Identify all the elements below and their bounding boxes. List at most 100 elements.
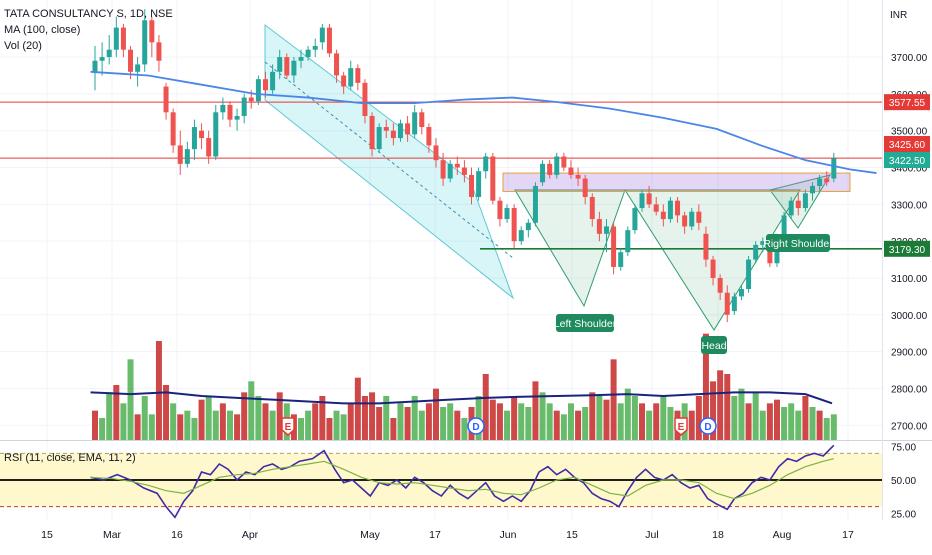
candle-body [547,163,553,175]
volume-bar [212,410,219,440]
candle-body [412,112,418,135]
candle-body [753,244,759,260]
volume-bar [361,396,368,440]
candle-body [419,112,425,128]
volume-bar [766,403,773,440]
currency-label: INR [890,10,908,21]
candle-body [206,138,212,157]
event-marker-label: E [678,422,685,433]
candle-body [284,57,290,76]
volume-bar [461,418,468,440]
drawings [0,23,882,331]
price-tick-label: 3100.00 [891,274,928,285]
price-tick-label: 2800.00 [891,384,928,395]
price-tick-label: 2700.00 [891,421,928,432]
candle-body [92,60,98,72]
volume-bar [788,403,795,440]
volume-bar [191,418,198,440]
candle-body [255,79,261,102]
candle-body [596,219,602,234]
volume-indicator-label[interactable]: Vol (20) [4,40,42,52]
candle-body [689,211,695,227]
candle-body [746,259,752,290]
price-tag-label: 3577.55 [889,98,926,109]
volume-bar [717,370,724,440]
volume-bar [511,396,518,440]
candle-body [469,174,475,197]
time-tick-label: 17 [429,529,441,541]
price-tag [884,152,930,168]
candle-body [440,160,446,179]
volume-bar [781,407,788,440]
volume-bar [177,414,184,440]
candle-body [135,64,141,72]
volume-bar [447,403,454,440]
candle-body [113,27,119,50]
candle-body [760,241,766,245]
candle-body [305,49,311,58]
candle-body [781,215,787,238]
candle-body [120,27,126,50]
time-tick-label: Apr [242,529,259,541]
pattern-label-box [701,336,727,354]
volume-bar [376,407,383,440]
candle-body [582,178,588,197]
candle-body [639,193,645,209]
volume-bar [610,359,617,440]
volume-bar [432,388,439,440]
volume-bar [113,385,120,440]
price-tag-label: 3422.50 [889,156,926,167]
candle-body [675,200,681,216]
candle-body [334,53,340,76]
candle-body [618,252,624,267]
neckline-zone [502,172,851,192]
candle-body [703,233,709,260]
candle-body [717,277,723,293]
pattern-label-box [766,234,830,252]
volume-bar [482,374,489,440]
symbol-title[interactable]: TATA CONSULTANCY S, 1D, NSE [4,8,173,20]
volume-bar [489,399,496,440]
volume-bar [688,410,695,440]
volume-bar [809,407,816,440]
volume-bar [134,414,141,440]
chart-legend: TATA CONSULTANCY S, 1D, NSE MA (100, clo… [4,6,173,54]
candle-body [476,171,482,197]
candle-body [142,20,148,65]
ma-indicator-label[interactable]: MA (100, close) [4,24,81,36]
candle-body [767,241,773,264]
rsi-tick-label: 25.00 [891,509,916,520]
volume-bar [496,403,503,440]
candle-body [682,215,688,227]
volume-bar [170,403,177,440]
rsi-indicator-label[interactable]: RSI (11, close, EMA, 11, 2) [4,452,136,464]
rsi-tick-label: 50.00 [891,476,916,487]
candle-body [248,97,254,102]
event-marker-label: D [472,422,479,433]
candle-body [241,97,247,116]
price-tick-label: 3700.00 [891,53,928,64]
volume-bar [234,414,241,440]
volume-bar [347,403,354,440]
volume-bar [404,407,411,440]
price-tick-label: 2900.00 [891,348,928,359]
volume-bar [397,403,404,440]
price-tick-label: 3300.00 [891,200,928,211]
volume-bar [276,392,283,440]
candle-body [831,158,837,179]
time-tick-label: Aug [773,529,792,541]
volume-bar [163,385,170,440]
volume-bar [184,410,191,440]
volume-bar [710,381,717,440]
candle-body [824,178,830,183]
volume-bar [219,403,226,440]
candle-body [156,42,162,61]
volume-bar [92,410,98,440]
event-marker-label: E [285,422,292,433]
event-marker-label: D [704,422,711,433]
candle-body [447,163,453,179]
candle-body [405,123,411,135]
candle-body [497,200,503,220]
